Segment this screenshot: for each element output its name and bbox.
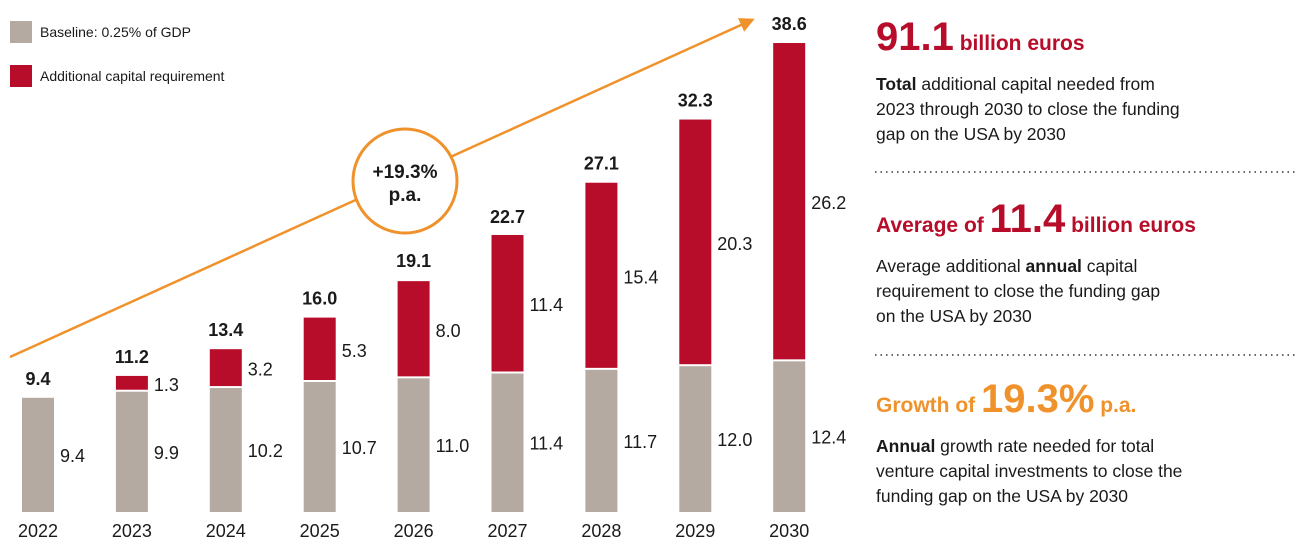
total-label: 22.7 <box>490 207 525 227</box>
x-tick-label: 2028 <box>581 521 621 541</box>
panel-headline: Growth of 19.3% p.a. <box>876 377 1136 421</box>
panel-headline: 91.1 billion euros <box>876 15 1085 59</box>
bar-segment <box>209 349 242 387</box>
segment-label: 5.3 <box>342 341 367 361</box>
bar-segment <box>491 234 524 372</box>
total-label: 13.4 <box>208 320 243 340</box>
segment-label: 26.2 <box>811 193 846 213</box>
bar-segment <box>22 397 54 512</box>
x-tick-label: 2025 <box>300 521 340 541</box>
text-run: gap on the USA by 2030 <box>876 124 1066 144</box>
segment-label: 20.3 <box>717 234 752 254</box>
bar-segment <box>585 182 618 368</box>
text-run: venture capital investments to close the <box>876 461 1182 481</box>
segment-label: 11.7 <box>623 432 657 452</box>
panel-headline: Average of 11.4 billion euros <box>876 197 1196 241</box>
bar-segment <box>397 281 430 377</box>
text-run: funding gap on the USA by 2030 <box>876 486 1128 506</box>
segment-label: 1.3 <box>154 375 179 395</box>
text-run: capital <box>1082 256 1137 276</box>
headline-run: billion euros <box>1065 214 1196 237</box>
bar-segment <box>773 43 806 360</box>
x-tick-label: 2030 <box>769 521 809 541</box>
segment-label: 8.0 <box>436 321 461 341</box>
headline-run: 19.3% <box>981 377 1094 421</box>
text-run: annual <box>1026 256 1082 276</box>
legend-label: Baseline: 0.25% of GDP <box>40 24 191 40</box>
segment-label: 3.2 <box>248 360 273 380</box>
bar-segment <box>303 317 336 380</box>
panel-text: gap on the USA by 2030 <box>876 124 1066 144</box>
segment-label: 9.9 <box>154 443 179 463</box>
text-run: requirement to close the funding gap <box>876 281 1160 301</box>
panel-text: Average additional annual capital <box>876 256 1137 276</box>
bar-segment <box>585 369 618 512</box>
total-label: 27.1 <box>584 154 619 174</box>
bar-segment <box>115 375 148 390</box>
text-run: Annual <box>876 436 935 456</box>
annotation: +19.3% <box>373 162 438 183</box>
segment-label: 12.4 <box>811 428 846 448</box>
headline-run: Growth of <box>876 394 981 417</box>
panel-text: Annual growth rate needed for total <box>876 436 1154 456</box>
panel-text: funding gap on the USA by 2030 <box>876 486 1128 506</box>
segment-label: 10.2 <box>248 441 283 461</box>
annotation: p.a. <box>389 185 422 206</box>
bar-segment <box>397 378 430 512</box>
bar-segment <box>303 381 336 512</box>
x-tick-label: 2029 <box>675 521 715 541</box>
segment-label: 11.0 <box>436 436 470 456</box>
panel-text: Total additional capital needed from <box>876 74 1155 94</box>
x-tick-label: 2026 <box>394 521 434 541</box>
text-run: Average additional <box>876 256 1026 276</box>
headline-run: Average of <box>876 214 990 237</box>
x-tick-label: 2027 <box>487 521 527 541</box>
headline-run: billion euros <box>954 32 1085 55</box>
bar-segment <box>209 388 242 512</box>
total-label: 9.4 <box>25 369 50 389</box>
segment-label: 11.4 <box>530 434 564 454</box>
legend-swatch <box>10 21 32 43</box>
total-label: 32.3 <box>678 91 713 111</box>
segment-label: 10.7 <box>342 438 377 458</box>
text-run: growth rate needed for total <box>935 436 1154 456</box>
bar-segment <box>491 373 524 512</box>
legend-swatch <box>10 65 32 87</box>
text-run: Total <box>876 74 917 94</box>
segment-label: 15.4 <box>623 267 658 287</box>
total-label: 11.2 <box>115 347 149 367</box>
x-tick-label: 2022 <box>18 521 58 541</box>
x-tick-label: 2023 <box>112 521 152 541</box>
total-label: 19.1 <box>396 251 431 271</box>
panel-text: on the USA by 2030 <box>876 306 1032 326</box>
headline-run: p.a. <box>1094 394 1136 417</box>
text-run: on the USA by 2030 <box>876 306 1032 326</box>
segment-label: 12.0 <box>717 430 752 450</box>
headline-run: 91.1 <box>876 15 954 59</box>
x-tick-label: 2024 <box>206 521 246 541</box>
bar-segment <box>115 391 148 512</box>
panel-text: venture capital investments to close the <box>876 461 1182 481</box>
headline-run: 11.4 <box>990 197 1066 241</box>
segment-label: 9.4 <box>60 446 85 466</box>
panel-text: 2023 through 2030 to close the funding <box>876 99 1180 119</box>
panel-text: requirement to close the funding gap <box>876 281 1160 301</box>
total-label: 16.0 <box>302 289 337 309</box>
bar-segment <box>773 361 806 512</box>
text-run: 2023 through 2030 to close the funding <box>876 99 1180 119</box>
legend-label: Additional capital requirement <box>40 68 225 84</box>
bar-segment <box>679 119 712 365</box>
growth-badge <box>351 127 459 235</box>
segment-label: 11.4 <box>530 295 564 315</box>
total-label: 38.6 <box>772 14 807 34</box>
text-run: additional capital needed from <box>917 74 1155 94</box>
bar-segment <box>679 366 712 512</box>
